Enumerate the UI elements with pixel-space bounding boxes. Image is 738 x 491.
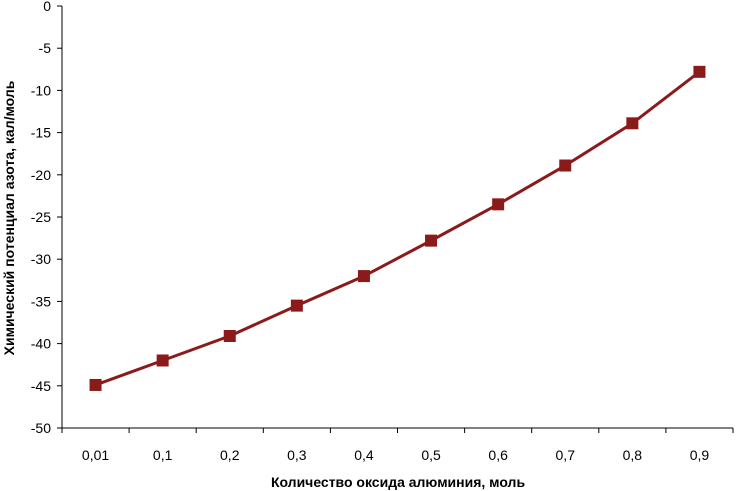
y-tick-label: -10 [31,82,51,98]
data-point-marker [626,117,639,130]
data-point-marker [693,65,706,78]
x-tick-label: 0,9 [690,447,710,463]
y-tick-label: -30 [31,251,51,267]
y-tick-label: -50 [31,420,51,436]
x-tick-label: 0,1 [153,447,173,463]
data-point-marker [357,270,370,283]
data-point-marker [223,330,236,343]
data-point-marker [290,299,303,312]
x-tick-label: 0,8 [623,447,643,463]
y-tick-label: -25 [31,209,51,225]
y-ticks: 0 -5 -10 -15 -20 -25 -30 -35 -40 -45 -50 [31,0,62,436]
y-tick-label: -40 [31,336,51,352]
data-point-marker [425,234,438,247]
x-tick-label: 0,2 [220,447,240,463]
x-tick-label: 0,01 [82,447,109,463]
y-tick-label: -5 [39,40,52,56]
data-point-marker [559,159,572,172]
series-layer [89,65,706,391]
series-line [95,70,701,387]
y-tick-label: -35 [31,293,51,309]
y-axis-title: Химический потенциал азота, кал/моль [1,80,17,355]
data-point-marker [156,354,169,367]
x-axis-title: Количество оксида алюминия, моль [271,474,526,490]
y-tick-label: -15 [31,125,51,141]
x-tick-label: 0,5 [421,447,441,463]
plot-area: 0-5-10-15-20-25-30-35-40-45-50 0,01 0,1 0,… [31,0,734,463]
y-tick-label: -20 [31,167,51,183]
y-tick-label: -45 [31,378,51,394]
data-point-marker [89,378,102,391]
x-tick-label: 0,3 [287,447,307,463]
x-ticks: 0,01 0,1 0,2 0,3 0,4 0,5 0,6 0,7 0,8 0,9 [61,428,734,463]
y-tick-label: 0 [43,0,51,14]
x-tick-label: 0,6 [488,447,508,463]
data-point-marker [492,198,505,211]
x-tick-label: 0,7 [556,447,576,463]
x-tick-label: 0,4 [354,447,374,463]
